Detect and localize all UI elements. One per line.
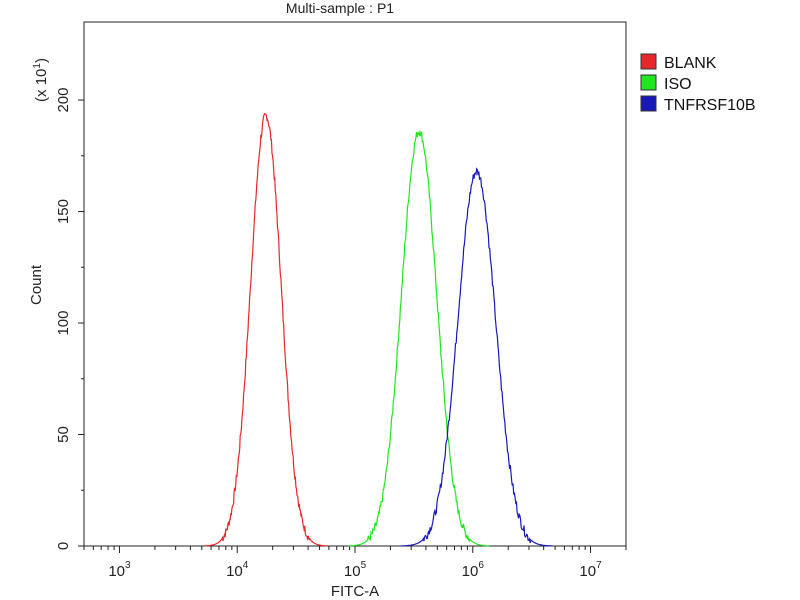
series-group (204, 112, 553, 547)
legend-label-iso: ISO (664, 76, 692, 93)
y-multiplier-close: ) (33, 58, 50, 63)
y-tick-label: 0 (55, 542, 72, 550)
legend-label-tnfrsf10b: TNFRSF10B (664, 97, 756, 114)
y-multiplier-label: (x 101) (32, 58, 50, 102)
legend-swatch-iso (640, 74, 657, 91)
legend-label-blank: BLANK (664, 55, 717, 72)
y-tick-label: 200 (55, 88, 72, 113)
x-axis: 103 104 105 106 107 (83, 546, 627, 580)
y-axis-label: Count (28, 264, 45, 305)
y-tick-label: 50 (55, 426, 72, 443)
chart-title: Multi-sample : P1 (286, 0, 394, 16)
x-tick-label: 103 (108, 560, 131, 580)
series-line-tnfrsf10b (401, 167, 553, 547)
legend-swatch-blank (640, 53, 657, 70)
x-tick-label: 107 (579, 560, 602, 580)
plot-area (83, 21, 627, 547)
x-axis-label: FITC-A (331, 583, 379, 600)
series-line-blank (204, 112, 328, 547)
x-tick-label: 105 (344, 560, 367, 580)
x-tick-label: 104 (226, 560, 249, 580)
legend-swatch-tnfrsf10b (640, 95, 657, 112)
legend: BLANK ISO TNFRSF10B (640, 53, 756, 114)
y-tick-label: 150 (55, 199, 72, 224)
y-tick-label: 100 (55, 311, 72, 336)
x-tick-label: 106 (462, 560, 485, 580)
y-axis: 0 50 100 150 200 (55, 88, 84, 550)
y-multiplier-prefix: (x 10 (33, 69, 50, 102)
series-line-iso (348, 129, 490, 547)
y-multiplier-exp: 1 (32, 63, 43, 69)
